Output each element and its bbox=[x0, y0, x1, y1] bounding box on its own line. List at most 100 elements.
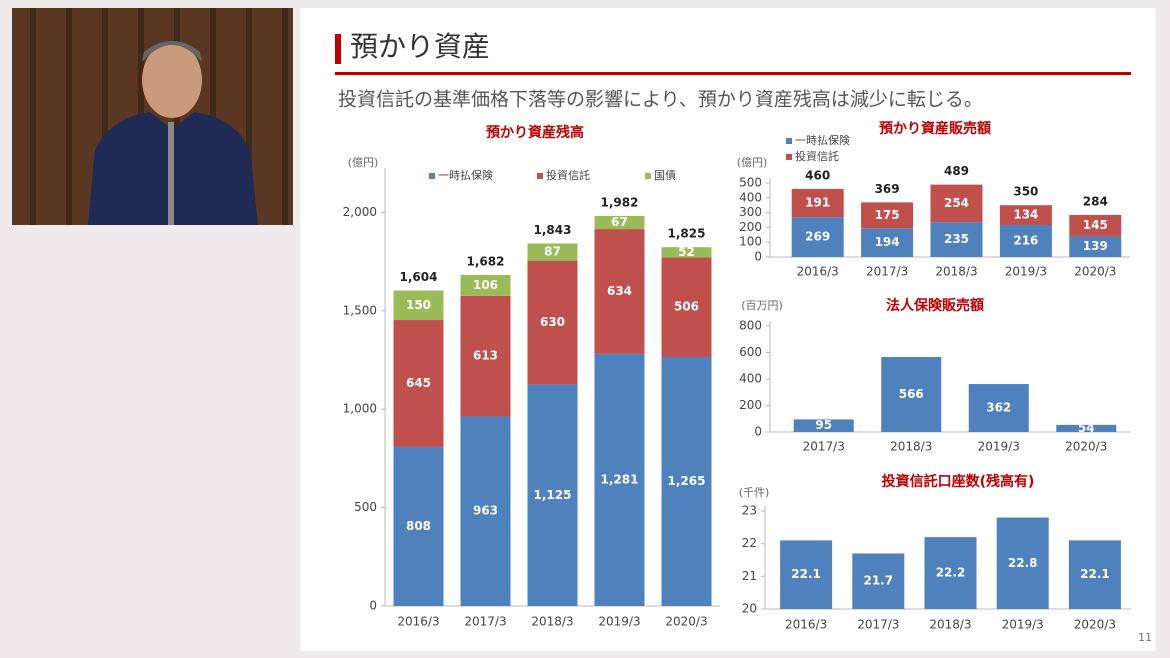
bar bbox=[527, 243, 578, 261]
slide-title: 預かり資産 bbox=[350, 30, 490, 63]
legend-label: 一時払保険 bbox=[795, 133, 850, 147]
bar bbox=[924, 537, 977, 609]
bar bbox=[793, 419, 854, 432]
bar bbox=[527, 260, 578, 385]
chart-title: 投資信託口座数(残高有) bbox=[882, 473, 1035, 490]
bar bbox=[861, 228, 914, 257]
total-label: 1,682 bbox=[467, 254, 505, 268]
bar bbox=[852, 553, 905, 609]
bar bbox=[780, 540, 833, 609]
value-label: 21.7 bbox=[863, 574, 893, 588]
legend-label: 投資信託 bbox=[546, 168, 590, 182]
bar bbox=[594, 215, 645, 230]
value-label: 150 bbox=[406, 298, 431, 312]
y-tick-label: 800 bbox=[739, 319, 762, 333]
value-label: 963 bbox=[473, 504, 498, 518]
x-tick-label: 2018/3 bbox=[890, 440, 932, 454]
value-label: 506 bbox=[674, 300, 699, 314]
bar bbox=[861, 202, 914, 229]
value-label: 175 bbox=[875, 208, 900, 222]
bar bbox=[661, 357, 712, 606]
x-tick-label: 2018/3 bbox=[531, 615, 573, 629]
bar bbox=[460, 416, 511, 606]
y-tick-label: 400 bbox=[739, 372, 762, 386]
video-feed bbox=[12, 8, 293, 225]
value-label: 87 bbox=[544, 245, 561, 259]
bar bbox=[1068, 540, 1121, 609]
value-label: 22.1 bbox=[1080, 567, 1110, 581]
legend-swatch bbox=[537, 173, 543, 179]
x-tick-label: 2018/3 bbox=[935, 265, 977, 279]
x-tick-label: 2020/3 bbox=[1065, 440, 1107, 454]
title-accent bbox=[335, 34, 341, 64]
legend-label: 投資信託 bbox=[795, 149, 839, 163]
value-label: 808 bbox=[406, 519, 431, 533]
slide-subtitle: 投資信託の基準価格下落等の影響により、預かり資産残高は減少に転じる。 bbox=[338, 89, 983, 111]
bar bbox=[999, 205, 1052, 226]
x-tick-label: 2019/3 bbox=[1005, 265, 1047, 279]
value-label: 1,265 bbox=[668, 474, 706, 488]
bar bbox=[594, 353, 645, 606]
y-unit: (億円) bbox=[737, 156, 768, 169]
bar bbox=[661, 257, 712, 358]
value-label: 1,281 bbox=[601, 472, 639, 486]
bar bbox=[527, 384, 578, 606]
bar bbox=[393, 290, 444, 321]
value-label: 191 bbox=[805, 196, 830, 210]
y-tick-label: 0 bbox=[754, 250, 762, 264]
y-tick-label: 1,500 bbox=[343, 303, 377, 317]
bar bbox=[393, 320, 444, 447]
y-tick-label: 200 bbox=[739, 398, 762, 412]
value-label: 235 bbox=[944, 232, 969, 246]
y-unit: (百万円) bbox=[741, 299, 783, 312]
bar bbox=[930, 222, 983, 257]
y-tick-label: 0 bbox=[754, 425, 762, 439]
total-label: 460 bbox=[805, 168, 830, 182]
legend-swatch bbox=[786, 138, 792, 144]
value-label: 145 bbox=[1083, 218, 1108, 232]
x-tick-label: 2017/3 bbox=[866, 265, 908, 279]
value-label: 194 bbox=[875, 235, 900, 249]
bar bbox=[1069, 214, 1122, 237]
value-label: 95 bbox=[815, 418, 832, 432]
y-tick-label: 600 bbox=[739, 345, 762, 359]
title-rule bbox=[335, 72, 1131, 75]
y-tick-label: 500 bbox=[354, 500, 377, 514]
legend-swatch bbox=[429, 173, 435, 179]
value-label: 630 bbox=[540, 315, 565, 329]
x-tick-label: 2018/3 bbox=[929, 618, 971, 632]
value-label: 1,125 bbox=[534, 488, 572, 502]
y-unit: (億円) bbox=[348, 156, 379, 169]
x-tick-label: 2020/3 bbox=[1074, 265, 1116, 279]
x-tick-label: 2016/3 bbox=[397, 615, 439, 629]
x-tick-label: 2017/3 bbox=[464, 615, 506, 629]
legend-label: 国債 bbox=[654, 168, 676, 182]
x-tick-label: 2016/3 bbox=[785, 618, 827, 632]
bar bbox=[1069, 236, 1122, 257]
total-label: 1,982 bbox=[601, 195, 639, 209]
y-tick-label: 22 bbox=[742, 536, 757, 550]
chart-title: 預かり資産販売額 bbox=[879, 120, 991, 137]
y-tick-label: 200 bbox=[739, 220, 762, 234]
x-tick-label: 2019/3 bbox=[598, 615, 640, 629]
x-tick-label: 2016/3 bbox=[797, 265, 839, 279]
y-tick-label: 20 bbox=[742, 602, 757, 616]
value-label: 645 bbox=[406, 376, 431, 390]
legend-label: 一時払保険 bbox=[438, 168, 493, 182]
total-label: 369 bbox=[875, 182, 900, 196]
x-tick-label: 2020/3 bbox=[665, 615, 707, 629]
bar bbox=[791, 217, 844, 257]
y-tick-label: 23 bbox=[742, 504, 757, 518]
value-label: 634 bbox=[607, 284, 632, 298]
bar bbox=[594, 229, 645, 354]
total-label: 1,604 bbox=[400, 270, 438, 284]
value-label: 216 bbox=[1013, 234, 1038, 248]
value-label: 106 bbox=[473, 278, 498, 292]
bar bbox=[393, 446, 444, 606]
page-number: 11 bbox=[1138, 631, 1152, 644]
value-label: 52 bbox=[678, 245, 695, 259]
x-tick-label: 2019/3 bbox=[978, 440, 1020, 454]
y-tick-label: 0 bbox=[369, 599, 377, 613]
value-label: 22.2 bbox=[936, 566, 966, 580]
